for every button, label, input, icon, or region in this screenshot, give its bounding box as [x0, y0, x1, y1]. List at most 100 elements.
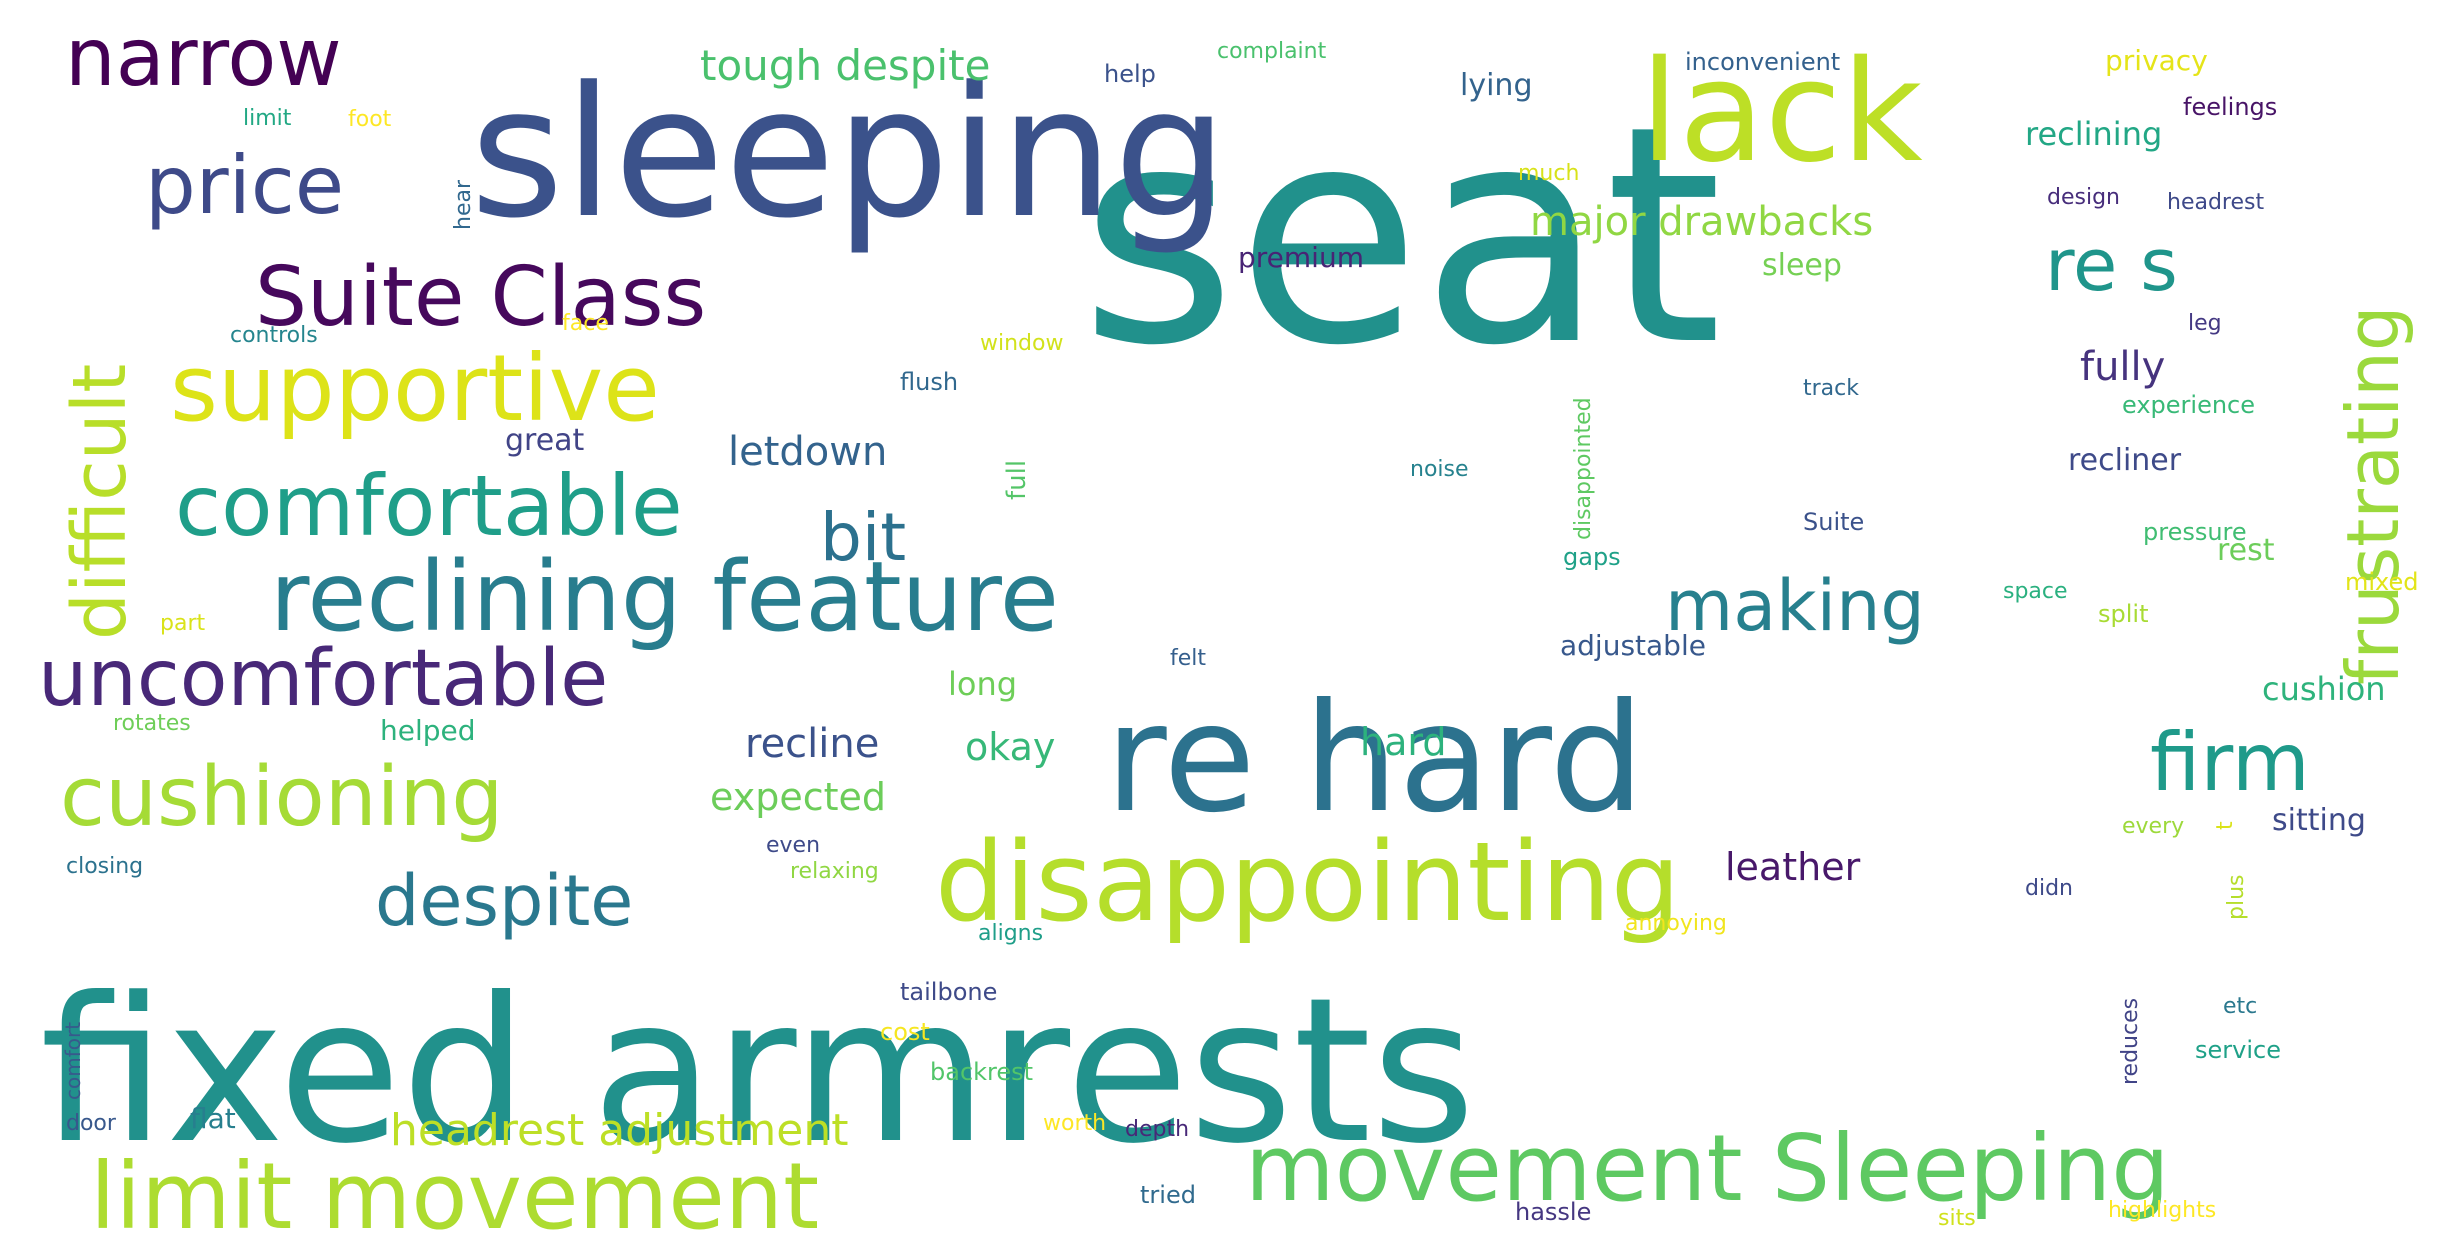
cloud-word: worth — [1043, 1111, 1106, 1136]
cloud-word: Suite — [1803, 508, 1864, 536]
cloud-word: feelings — [2183, 93, 2277, 121]
cloud-word: etc — [2223, 994, 2257, 1019]
cloud-word: letdown — [728, 429, 887, 475]
cloud-word: making — [1665, 565, 1925, 647]
cloud-word: felt — [1170, 646, 1206, 671]
cloud-word: recline — [745, 721, 879, 767]
cloud-word: expected — [710, 775, 886, 819]
cloud-word: limit movement — [90, 1143, 819, 1250]
cloud-word: sitting — [2272, 803, 2366, 838]
cloud-word: tailbone — [900, 978, 997, 1006]
cloud-word: flush — [900, 368, 958, 396]
cloud-word: cushion — [2262, 670, 2386, 708]
cloud-word: much — [1518, 161, 1579, 186]
cloud-word: lack — [1640, 31, 1923, 194]
cloud-word: sleep — [1762, 248, 1842, 283]
cloud-word: leg — [2188, 311, 2222, 336]
cloud-word: part — [160, 611, 205, 636]
cloud-word: limit — [243, 106, 292, 131]
cloud-word: re s — [2045, 223, 2178, 307]
cloud-word: headrest — [2167, 190, 2264, 215]
cloud-word: okay — [965, 725, 1055, 769]
cloud-word: long — [948, 665, 1017, 703]
cloud-word: reclining feature — [270, 541, 1059, 653]
cloud-word: narrow — [65, 11, 342, 104]
cloud-word: disappointed — [1571, 397, 1596, 540]
cloud-word: tough despite — [700, 41, 990, 90]
cloud-word: sits — [1938, 1206, 1976, 1231]
cloud-word: service — [2195, 1036, 2281, 1064]
cloud-word: hassle — [1515, 1198, 1591, 1226]
cloud-word: fully — [2080, 344, 2165, 390]
cloud-word: split — [2098, 600, 2148, 628]
cloud-word: experience — [2122, 391, 2255, 419]
cloud-word: complaint — [1217, 39, 1327, 64]
cloud-word: flat — [190, 1102, 236, 1135]
cloud-word: every — [2122, 814, 2184, 839]
cloud-word: rest — [2217, 533, 2275, 568]
cloud-word: difficult — [57, 364, 143, 640]
cloud-word: face — [562, 311, 609, 336]
cloud-word: supportive — [170, 335, 660, 442]
cloud-word: lying — [1460, 68, 1532, 103]
cloud-word: rotates — [113, 711, 191, 736]
cloud-word: privacy — [2105, 44, 2208, 77]
cloud-word: uncomfortable — [38, 634, 608, 724]
cloud-word: design — [2047, 185, 2120, 210]
cloud-word: cushioning — [60, 750, 503, 845]
cloud-word: pressure — [2143, 518, 2247, 546]
cloud-word: firm — [2150, 716, 2310, 809]
cloud-word: aligns — [978, 921, 1043, 946]
cloud-word: noise — [1410, 457, 1469, 482]
cloud-word: door — [66, 1111, 117, 1136]
cloud-word: seat — [1080, 62, 1722, 411]
cloud-word: hard — [1360, 720, 1446, 764]
cloud-word: track — [1803, 376, 1859, 401]
cloud-word: controls — [230, 323, 318, 348]
cloud-word: closing — [66, 854, 143, 879]
cloud-word: great — [505, 423, 585, 458]
cloud-word: headrest adjustment — [390, 1105, 848, 1156]
cloud-word: disappointing — [935, 818, 1681, 946]
cloud-word: recliner — [2068, 443, 2182, 478]
cloud-word: premium — [1238, 241, 1364, 274]
cloud-word: bit — [820, 499, 906, 576]
cloud-word: frustrating — [2331, 305, 2415, 685]
cloud-word: despite — [375, 860, 633, 942]
cloud-word: backrest — [930, 1058, 1033, 1086]
cloud-word: movement Sleeping — [1245, 1115, 2170, 1222]
cloud-word: tried — [1140, 1181, 1196, 1209]
cloud-word: mixed — [2345, 568, 2419, 596]
cloud-word: annoying — [1625, 911, 1727, 936]
cloud-word: comfort — [61, 1022, 85, 1100]
cloud-word: fixed armrests — [40, 955, 1476, 1188]
cloud-word: plus — [2224, 875, 2249, 920]
cloud-word: inconvenient — [1685, 48, 1840, 76]
cloud-word: reduces — [2118, 998, 2143, 1085]
cloud-word: cost — [880, 1018, 930, 1046]
cloud-word: depth — [1125, 1117, 1189, 1142]
cloud-word: space — [2003, 579, 2068, 604]
cloud-word: leather — [1725, 845, 1861, 889]
cloud-word: relaxing — [790, 859, 879, 884]
cloud-word: sleeping — [470, 49, 1228, 258]
cloud-word: t — [2213, 821, 2238, 830]
cloud-word: helped — [380, 714, 476, 747]
cloud-word: even — [766, 833, 820, 858]
cloud-word: help — [1104, 60, 1156, 88]
cloud-word: major drawbacks — [1530, 199, 1873, 245]
cloud-word: full — [1002, 460, 1032, 500]
cloud-word: didn — [2025, 876, 2073, 901]
cloud-word: foot — [348, 107, 392, 132]
cloud-word: window — [980, 331, 1063, 356]
cloud-word: reclining — [2025, 115, 2162, 153]
cloud-word: comfortable — [175, 457, 683, 555]
cloud-word: hear — [451, 179, 476, 230]
cloud-word: Suite Class — [255, 250, 706, 345]
cloud-word: gaps — [1563, 543, 1621, 571]
cloud-word: price — [145, 139, 344, 232]
cloud-word: re hard — [1105, 672, 1645, 846]
cloud-word: adjustable — [1560, 629, 1706, 662]
